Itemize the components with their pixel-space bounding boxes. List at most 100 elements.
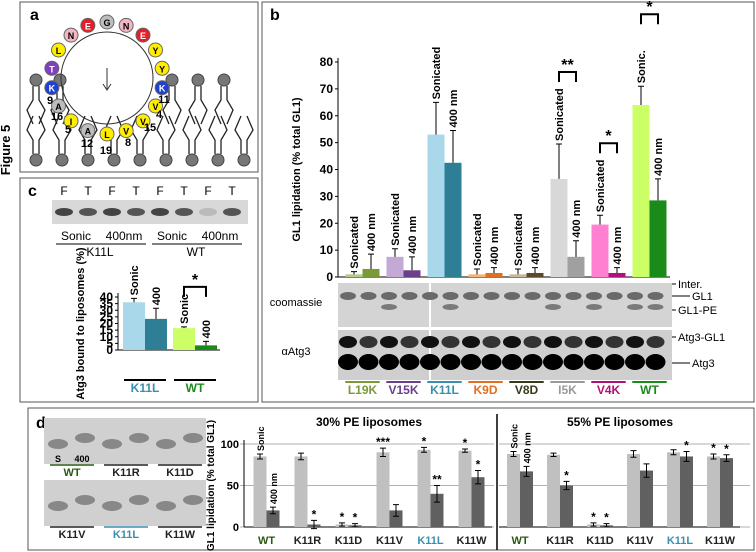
error-bar <box>339 522 345 527</box>
significance-star: * <box>463 436 468 450</box>
band <box>381 292 397 300</box>
significance-star: * <box>564 468 569 482</box>
band <box>584 354 604 370</box>
sample-label: K11R <box>112 467 140 479</box>
band <box>440 354 461 370</box>
lipid-head <box>191 73 205 87</box>
band <box>503 336 521 348</box>
bar-label: 400 nm <box>653 138 665 176</box>
band <box>183 495 203 505</box>
x-tick-label: K11L <box>430 383 459 397</box>
residue-letter: A <box>55 102 62 112</box>
band <box>586 304 602 310</box>
lipid-head <box>81 153 95 167</box>
band <box>55 208 73 216</box>
figure-label: Figure 5 <box>0 125 13 176</box>
bar <box>640 470 653 527</box>
lipid-tail <box>38 115 46 154</box>
panel-label: d <box>36 415 46 432</box>
x-tick-label: L19K <box>348 383 378 397</box>
error-bar <box>409 256 415 271</box>
lipid-tail <box>90 115 98 154</box>
x-tick-label: K9D <box>473 383 497 397</box>
lipid-head <box>133 153 147 167</box>
y-axis-label: GL1 lipidation (% total GL1) <box>291 97 303 242</box>
x-tick-label: K11D <box>586 535 614 547</box>
condition-label: 400nm <box>106 229 143 243</box>
lipid-tail <box>208 115 216 154</box>
y-tick-label: 70 <box>320 82 334 96</box>
lipid-tail <box>26 115 34 154</box>
band <box>586 292 602 300</box>
band <box>585 336 603 348</box>
error-bar <box>630 450 637 458</box>
helix-arrow <box>102 68 112 91</box>
error-bar <box>462 448 468 453</box>
band <box>646 336 665 348</box>
error-bar <box>655 178 661 201</box>
y-tick-label: 20 <box>320 216 334 230</box>
bar <box>195 345 217 350</box>
lipid-head <box>165 73 179 87</box>
x-tick-label: K11R <box>294 535 322 547</box>
error-bar <box>393 504 399 517</box>
band <box>400 336 419 348</box>
error-bar <box>181 326 187 329</box>
x-tick-label: K11L <box>131 381 160 395</box>
bar <box>253 456 267 527</box>
bar <box>266 510 280 527</box>
lipid-head <box>159 153 173 167</box>
bar <box>427 134 445 277</box>
error-bar <box>532 267 538 273</box>
x-tick-label: K11V <box>627 535 655 547</box>
error-bar <box>563 480 570 491</box>
band <box>129 495 149 505</box>
error-bar <box>550 452 557 457</box>
decoration <box>26 31 672 526</box>
lane-label: S <box>55 454 61 464</box>
band <box>75 495 95 505</box>
lipid-tail <box>214 86 222 125</box>
bar <box>507 453 520 527</box>
bar-label: 400 nm <box>523 432 533 463</box>
bar-label: Sonicated <box>390 193 402 246</box>
y-tick-label: 10 <box>320 243 334 257</box>
residue <box>80 17 96 33</box>
band <box>461 354 481 370</box>
lipid-tail <box>194 115 202 154</box>
error-bar <box>368 253 374 269</box>
x-tick-label: K11L <box>417 535 444 547</box>
residue <box>154 60 170 76</box>
residue <box>63 27 79 43</box>
bar-label: 400 nm <box>612 226 624 264</box>
error-bar <box>670 449 677 456</box>
bar-label: Sonicated <box>513 213 525 266</box>
chart-title: 30% PE liposomes <box>316 415 422 429</box>
condition-label: Sonic <box>157 229 187 243</box>
error-bar <box>257 453 263 460</box>
bar <box>389 510 403 527</box>
lane-label: 400 <box>74 454 89 464</box>
band <box>627 292 643 300</box>
bar <box>632 105 650 277</box>
bar <box>591 224 609 277</box>
bar-label: 400 nm <box>571 200 583 238</box>
bar <box>520 471 533 527</box>
significance-star: * <box>605 128 612 145</box>
sample-label: WT <box>187 245 206 259</box>
band <box>175 208 193 216</box>
error-bar <box>153 307 159 319</box>
error-bar <box>614 267 620 273</box>
lane-label: F <box>60 184 67 198</box>
error-bar <box>590 522 597 527</box>
residue <box>51 98 67 114</box>
significance-star: *** <box>376 435 390 449</box>
blot-label: coomassie <box>270 297 323 309</box>
significance-star: ** <box>432 473 442 487</box>
residue-letter: E <box>140 31 146 41</box>
band <box>442 292 459 300</box>
lipid-tail <box>200 86 208 125</box>
band <box>647 292 664 300</box>
band <box>127 208 145 216</box>
sample-label: K11W <box>165 529 196 541</box>
